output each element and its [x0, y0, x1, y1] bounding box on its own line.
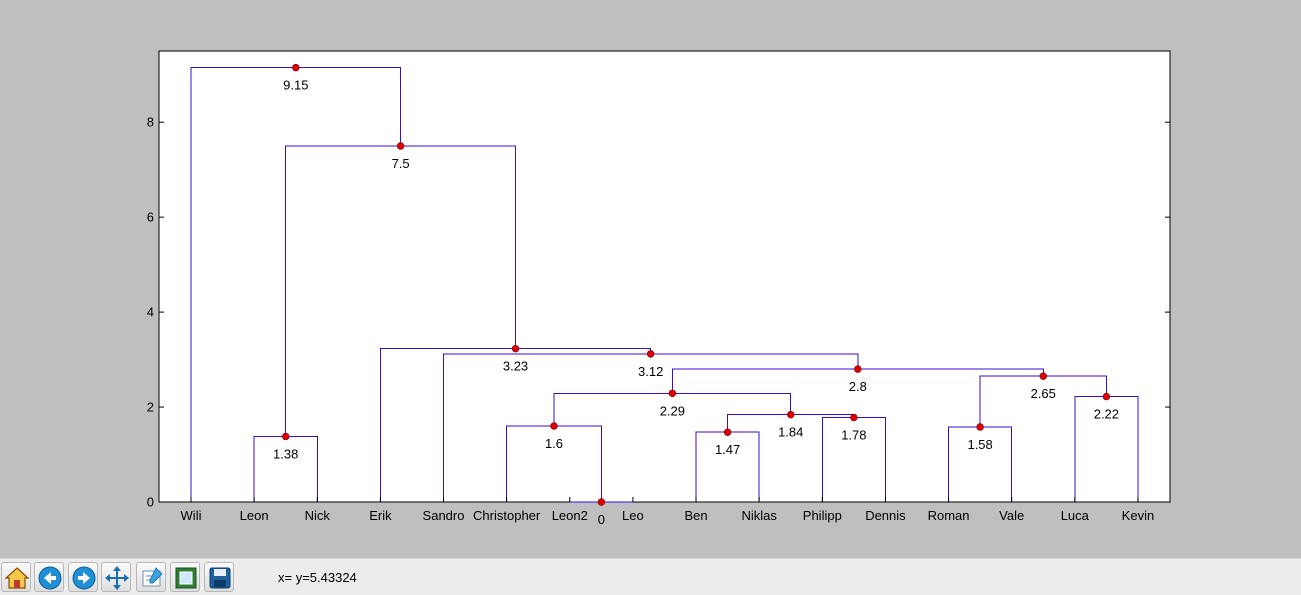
merge-height-label: 1.58 — [967, 437, 992, 452]
back-icon — [38, 566, 62, 590]
y-tick-label: 2 — [147, 400, 154, 415]
merge-node — [511, 344, 520, 353]
merge-height-label: 1.78 — [841, 427, 866, 442]
merge-node — [854, 365, 862, 373]
leaf-label: Ben — [684, 508, 707, 523]
coordinate-readout: x= y=5.43324 — [278, 570, 357, 585]
leaf-label: Niklas — [741, 508, 777, 523]
merge-height-label: 3.12 — [638, 364, 663, 379]
merge-height-label: 9.15 — [283, 78, 308, 93]
leaf-label: Philipp — [803, 508, 842, 523]
merge-node — [396, 142, 405, 150]
leaf-label: Leon — [240, 508, 269, 523]
merge-height-label: 1.84 — [778, 425, 803, 440]
merge-height-label: 1.47 — [715, 442, 740, 457]
leaf-label: Leo — [622, 508, 644, 523]
merge-node — [550, 422, 558, 430]
merge-height-label: 2.29 — [660, 403, 685, 418]
leaf-label: Kevin — [1122, 508, 1155, 523]
zoom-rect-icon — [175, 567, 197, 589]
plot-area — [158, 50, 1171, 503]
merge-node — [1102, 392, 1111, 401]
navigation-toolbar: x= y=5.43324 — [0, 558, 1301, 595]
home-icon — [4, 567, 30, 589]
merge-node — [668, 389, 677, 397]
pan-button[interactable] — [101, 562, 131, 592]
pan-icon — [105, 566, 129, 590]
leaf-label: Sandro — [423, 508, 465, 523]
save-button[interactable] — [204, 562, 234, 592]
leaf-label: Nick — [305, 508, 331, 523]
merge-height-label: 0 — [598, 512, 605, 527]
merge-height-label: 3.23 — [503, 359, 528, 374]
merge-node — [723, 428, 732, 436]
leaf-label: Leon2 — [552, 508, 588, 523]
merge-node — [1039, 372, 1047, 380]
merge-height-label: 2.22 — [1094, 407, 1119, 422]
leaf-label: Christopher — [473, 508, 541, 523]
merge-node — [597, 498, 606, 506]
leaf-label: Dennis — [865, 508, 906, 523]
save-icon — [209, 567, 231, 589]
merge-node — [976, 423, 984, 431]
leaf-label: Luca — [1061, 508, 1090, 523]
merge-node — [646, 350, 655, 358]
back-button[interactable] — [34, 562, 64, 592]
y-tick-label: 8 — [147, 115, 154, 130]
y-tick-label: 0 — [147, 495, 154, 510]
y-tick-label: 6 — [147, 210, 154, 225]
forward-button[interactable] — [68, 562, 98, 592]
leaf-label: Wili — [181, 508, 202, 523]
merge-height-label: 7.5 — [392, 156, 410, 171]
leaf-label: Roman — [928, 508, 970, 523]
leaf-label: Erik — [369, 508, 392, 523]
leaf-label: Vale — [999, 508, 1024, 523]
figure-canvas[interactable]: 0 1.38 1.47 1.58 1.6 1.78 1.84 2.22 2.29 2.65 2.8 3… — [0, 0, 1301, 558]
merge-node — [850, 413, 858, 422]
merge-node — [787, 410, 795, 419]
forward-icon — [72, 566, 96, 590]
home-button[interactable] — [1, 562, 31, 592]
merge-node — [292, 63, 300, 72]
configure-subplots-icon — [142, 567, 163, 587]
merge-height-label: 2.8 — [849, 379, 867, 394]
merge-node — [281, 432, 290, 441]
dendrogram-chart: 0 1.38 1.47 1.58 1.6 1.78 1.84 2.22 2.29 2.65 2.8 3… — [147, 50, 1171, 527]
zoom-rect-button[interactable] — [170, 562, 200, 592]
merge-height-label: 2.65 — [1031, 386, 1056, 401]
configure-subplots-button[interactable] — [136, 562, 166, 592]
merge-height-label: 1.6 — [545, 436, 563, 451]
y-tick-label: 4 — [147, 305, 154, 320]
merge-height-label: 1.38 — [273, 446, 298, 461]
